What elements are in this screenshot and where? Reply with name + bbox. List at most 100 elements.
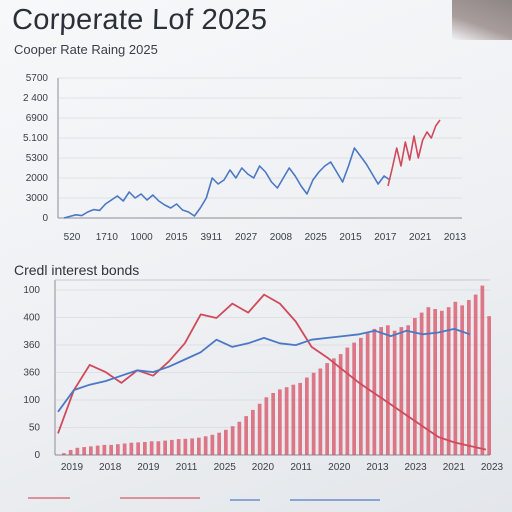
x-tick-label: 1000 bbox=[131, 232, 154, 243]
y-tick-label: 2000 bbox=[26, 173, 49, 184]
bar bbox=[305, 377, 309, 455]
y-tick-label: 360 bbox=[23, 368, 40, 379]
y-tick-label: 100 bbox=[23, 285, 40, 296]
bar bbox=[116, 444, 120, 455]
y-tick-label: 400 bbox=[23, 313, 40, 324]
bar bbox=[210, 434, 215, 455]
x-tick-label: 2008 bbox=[270, 232, 293, 243]
bar bbox=[318, 368, 323, 455]
y-tick-label: 6900 bbox=[26, 113, 49, 124]
bar bbox=[359, 337, 363, 455]
bar bbox=[163, 440, 167, 455]
x-tick-label: 2025 bbox=[214, 462, 237, 473]
bar bbox=[129, 442, 134, 455]
y-tick-label: 360 bbox=[23, 340, 40, 351]
bar bbox=[190, 438, 194, 455]
x-tick-label: 2020 bbox=[328, 462, 351, 473]
line-chart: 5700 2 400 6900 5.100 5300 2000 3000 0 520 1710 10… bbox=[23, 73, 467, 243]
y-tick-label: 50 bbox=[29, 423, 41, 434]
x-tick-label: 2015 bbox=[339, 232, 362, 243]
bar bbox=[446, 307, 451, 455]
bar bbox=[257, 403, 262, 455]
x-tick-label: 1710 bbox=[96, 232, 119, 243]
series-line-red bbox=[387, 119, 441, 187]
bar bbox=[284, 387, 289, 455]
bar bbox=[460, 305, 464, 455]
bar bbox=[440, 310, 444, 455]
bar bbox=[433, 309, 437, 455]
x-tick-label: 520 bbox=[64, 232, 81, 243]
x-tick-label: 2013 bbox=[444, 232, 467, 243]
bar bbox=[102, 444, 107, 455]
bar bbox=[453, 301, 458, 455]
y-tick-label: 5.100 bbox=[23, 133, 48, 144]
bar bbox=[203, 436, 208, 455]
bar bbox=[406, 325, 410, 456]
bar bbox=[197, 437, 201, 455]
bar bbox=[413, 318, 417, 455]
x-tick-label: 3911 bbox=[201, 232, 223, 243]
bar bbox=[325, 363, 329, 455]
x-tick-label: 2027 bbox=[235, 232, 258, 243]
bar bbox=[82, 447, 86, 455]
bar bbox=[95, 445, 100, 455]
bar bbox=[62, 453, 66, 455]
bar bbox=[68, 450, 73, 455]
bar bbox=[143, 442, 147, 455]
bar bbox=[426, 307, 431, 455]
bar bbox=[244, 416, 248, 455]
legend bbox=[28, 497, 380, 501]
bar bbox=[467, 300, 471, 455]
bar bbox=[271, 393, 275, 455]
bar bbox=[332, 358, 336, 455]
bar bbox=[338, 354, 343, 455]
y-tick-label: 0 bbox=[42, 213, 48, 224]
bar bbox=[298, 382, 302, 455]
bar bbox=[109, 444, 113, 455]
bar bbox=[345, 347, 350, 455]
x-tick-label: 2019 bbox=[61, 462, 84, 473]
series-line-blue bbox=[57, 327, 471, 413]
y-tick-label: 100 bbox=[23, 395, 40, 406]
bar bbox=[176, 439, 181, 455]
bar bbox=[372, 328, 377, 455]
x-tick-label: 2013 bbox=[366, 462, 389, 473]
y-tick-label: 3000 bbox=[26, 193, 49, 204]
y-tick-label: 2 400 bbox=[23, 93, 48, 104]
x-tick-label: 2023 bbox=[481, 462, 504, 473]
chart-1-title: Cooper Rate Raing 2025 bbox=[14, 42, 158, 57]
x-tick-label: 2011 bbox=[290, 462, 312, 473]
bar bbox=[399, 327, 404, 455]
x-tick-label: 2025 bbox=[305, 232, 328, 243]
x-tick-label: 2021 bbox=[443, 462, 466, 473]
bar bbox=[156, 441, 161, 455]
bar bbox=[419, 312, 424, 455]
bar bbox=[136, 442, 140, 455]
bar bbox=[89, 446, 93, 455]
x-tick-label: 2015 bbox=[165, 232, 188, 243]
y-tick-label: 5700 bbox=[26, 73, 49, 84]
bar bbox=[480, 285, 485, 455]
bar bbox=[237, 421, 242, 455]
background-corner bbox=[452, 0, 512, 40]
bar bbox=[291, 384, 296, 455]
bar bbox=[251, 409, 255, 455]
x-tick-label: 2021 bbox=[409, 232, 432, 243]
bar bbox=[392, 330, 397, 455]
bar bbox=[386, 325, 390, 456]
bar bbox=[311, 372, 316, 455]
bar bbox=[264, 397, 269, 455]
bar bbox=[473, 294, 478, 455]
bar bbox=[278, 389, 282, 455]
y-tick-label: 0 bbox=[34, 450, 40, 461]
bar bbox=[170, 439, 174, 455]
x-tick-label: 2018 bbox=[99, 462, 122, 473]
x-tick-label: 2019 bbox=[137, 462, 160, 473]
bar bbox=[487, 316, 491, 455]
bar bbox=[149, 441, 154, 455]
y-tick-label: 5300 bbox=[26, 153, 49, 164]
bar bbox=[365, 333, 370, 455]
series-line-red bbox=[57, 293, 487, 451]
